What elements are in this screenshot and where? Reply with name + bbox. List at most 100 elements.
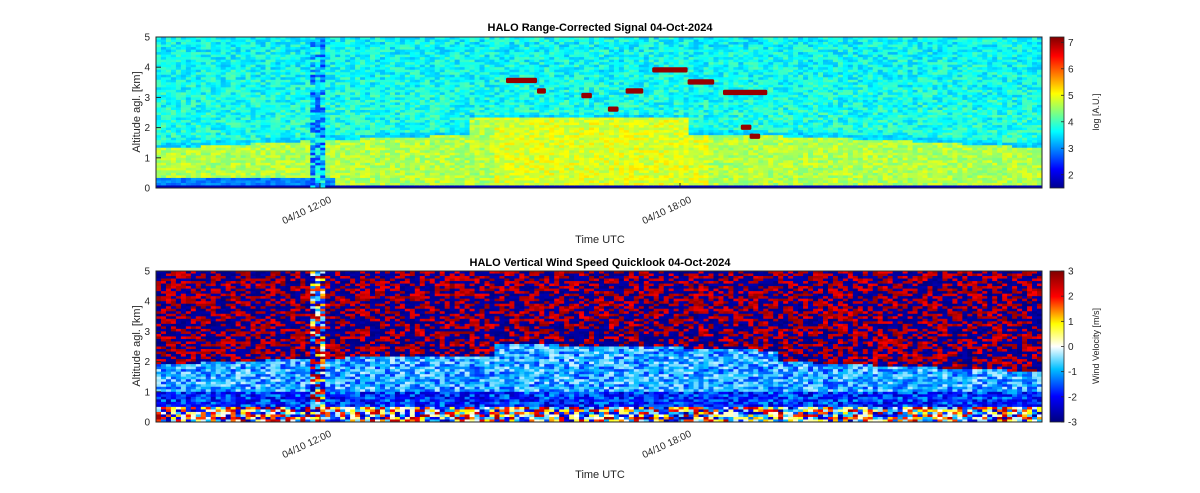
rcs-cell (424, 77, 431, 81)
rcs-cell (424, 145, 431, 149)
rcs-cell (389, 185, 396, 189)
rcs-cell (305, 94, 311, 98)
rcs-cell (225, 69, 232, 73)
rcs-cell (350, 107, 356, 111)
rcs-cell (389, 89, 396, 93)
rcs-cell (375, 182, 381, 186)
rcs-cell (429, 177, 436, 181)
rcs-cell (285, 112, 291, 116)
rcs-cell (414, 102, 421, 106)
rcs-cell (564, 52, 570, 56)
rcs-cell (419, 107, 426, 111)
rcs-cell (230, 135, 237, 139)
rcs-cell (499, 109, 505, 113)
rcs-cell (190, 84, 197, 88)
rcs-cell (305, 115, 311, 118)
rcs-cell (280, 130, 286, 134)
rcs-cell (559, 117, 565, 121)
rcs-cell (250, 54, 256, 58)
rcs-cell (285, 175, 291, 179)
rcs-cell (434, 182, 441, 186)
rcs-cell (310, 122, 316, 126)
rcs-cell (310, 147, 316, 151)
rcs-cell (389, 122, 396, 126)
rcs-cell (210, 39, 217, 43)
rcs-cell (215, 177, 222, 181)
rcs-cell (225, 82, 232, 86)
rcs-cell (340, 39, 346, 43)
rcs-cell (534, 167, 540, 171)
rcs-cell (285, 140, 291, 144)
rcs-cell (355, 122, 361, 126)
rcs-cell (185, 109, 192, 113)
rcs-cell (270, 167, 276, 171)
rcs-cell (554, 84, 560, 88)
rcs-cell (190, 122, 197, 126)
rcs-cell (240, 152, 246, 156)
rcs-cell (554, 52, 560, 56)
rcs-cell (474, 165, 480, 169)
rcs-cell (215, 142, 222, 146)
rcs-cell (519, 140, 525, 144)
rcs-cell (499, 152, 505, 156)
rcs-cell (399, 47, 406, 50)
rcs-cell (260, 74, 266, 78)
rcs-cell (185, 77, 192, 81)
rcs-cell (260, 147, 266, 151)
rcs-cell (569, 59, 575, 63)
rcs-cell (156, 92, 162, 96)
rcs-cell (524, 150, 530, 154)
rcs-cell (190, 117, 197, 121)
rcs-cell (156, 167, 162, 171)
rcs-cell (514, 52, 520, 56)
rcs-cell (514, 62, 520, 66)
rcs-cell (519, 102, 525, 106)
rcs-cell (170, 125, 177, 128)
rcs-cell (265, 157, 271, 161)
rcs-cell (509, 104, 515, 108)
rcs-cell (195, 137, 202, 141)
rcs-cell (240, 122, 246, 126)
rcs-cell (225, 132, 232, 136)
rcs-cell (310, 62, 316, 66)
rcs-cell (414, 165, 421, 169)
rcs-cell (424, 69, 431, 73)
rcs-cell (170, 52, 177, 56)
rcs-cell (365, 107, 371, 111)
rcs-cell (290, 104, 296, 108)
rcs-cell (439, 107, 446, 111)
rcs-cell (384, 47, 391, 50)
rcs-cell (479, 142, 485, 146)
rcs-cell (300, 37, 306, 40)
rcs-cell (529, 157, 535, 161)
rcs-cell (529, 52, 535, 56)
rcs-cell (340, 142, 346, 146)
rcs-cell (245, 54, 251, 58)
rcs-cell (534, 37, 540, 40)
rcs-cell (504, 145, 510, 149)
rcs-cell (260, 52, 266, 56)
rcs-cell (340, 165, 346, 169)
rcs-cell (444, 67, 451, 71)
rcs-cell (429, 130, 436, 134)
rcs-cell (375, 69, 381, 73)
rcs-cell (255, 167, 261, 171)
rcs-cell (434, 104, 441, 108)
rcs-cell (424, 130, 431, 134)
rcs-cell (190, 79, 197, 83)
rcs-cell (295, 140, 301, 144)
rcs-cell (340, 170, 346, 174)
rcs-cell (255, 177, 261, 181)
rcs-cell (449, 72, 456, 76)
rcs-cell (554, 180, 560, 184)
rcs-cell (429, 162, 436, 166)
rcs-cell (414, 140, 421, 144)
rcs-cell (554, 125, 560, 128)
rcs-cell (519, 94, 525, 98)
rcs-cell (220, 89, 227, 93)
rcs-cell (439, 137, 446, 141)
rcs-cell (469, 145, 475, 149)
rcs-cell (355, 172, 361, 176)
rcs-cell (315, 47, 321, 50)
rcs-cell (305, 185, 311, 189)
